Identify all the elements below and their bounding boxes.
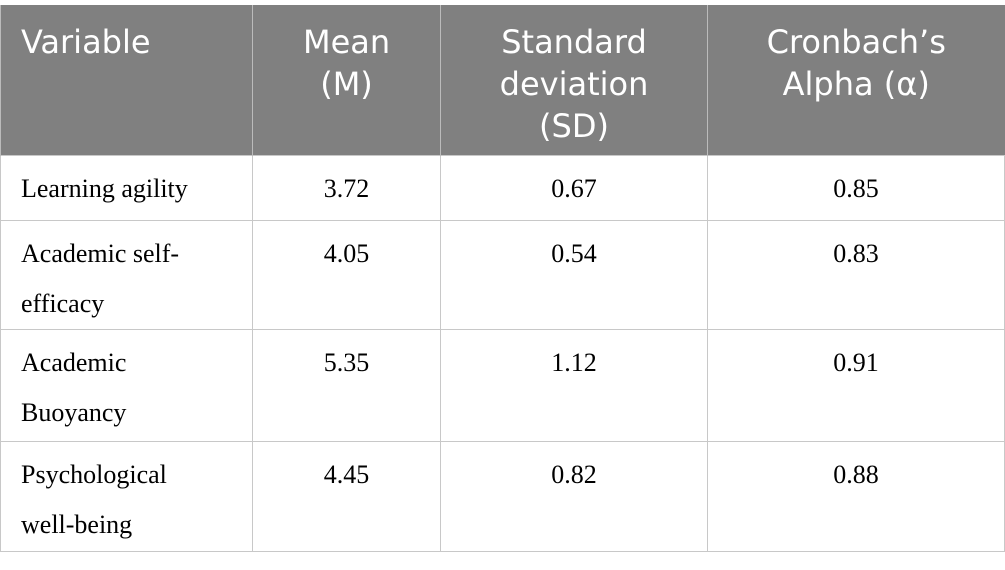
header-row: Variable Mean (M) Standard deviation (SD… <box>0 5 1005 155</box>
table-body: Learning agility 3.72 0.67 0.85 Academic sel… <box>0 154 1005 552</box>
value-cell: 4.05 <box>252 219 441 330</box>
value-cell: 5.35 <box>252 328 441 442</box>
header-cell: Variable <box>0 5 253 155</box>
value-cell: 3.72 <box>252 154 441 221</box>
variable-cell: Psychological well-being <box>0 440 253 552</box>
value-cell: 0.67 <box>440 154 708 221</box>
variable-cell: Academic Buoyancy <box>0 328 253 442</box>
variable-cell: Learning agility <box>0 154 253 221</box>
value-cell: 0.91 <box>707 328 1005 442</box>
table-row: Academic Buoyancy 5.35 1.12 0.91 <box>0 328 1005 442</box>
value-cell: 0.88 <box>707 440 1005 552</box>
header-cell: Cronbach’s Alpha (α) <box>707 5 1005 155</box>
value-cell: 0.85 <box>707 154 1005 221</box>
table-row: Learning agility 3.72 0.67 0.85 <box>0 154 1005 221</box>
value-cell: 0.82 <box>440 440 708 552</box>
value-cell: 4.45 <box>252 440 441 552</box>
table-header: Variable Mean (M) Standard deviation (SD… <box>0 5 1005 155</box>
data-table: Variable Mean (M) Standard deviation (SD… <box>0 5 1005 552</box>
header-cell: Standard deviation (SD) <box>440 5 708 155</box>
value-cell: 0.54 <box>440 219 708 330</box>
table-row: Academic self-efficacy 4.05 0.54 0.83 <box>0 219 1005 330</box>
header-cell: Mean (M) <box>252 5 441 155</box>
table-row: Psychological well-being 4.45 0.82 0.88 <box>0 440 1005 552</box>
value-cell: 0.83 <box>707 219 1005 330</box>
value-cell: 1.12 <box>440 328 708 442</box>
variable-cell: Academic self-efficacy <box>0 219 253 330</box>
